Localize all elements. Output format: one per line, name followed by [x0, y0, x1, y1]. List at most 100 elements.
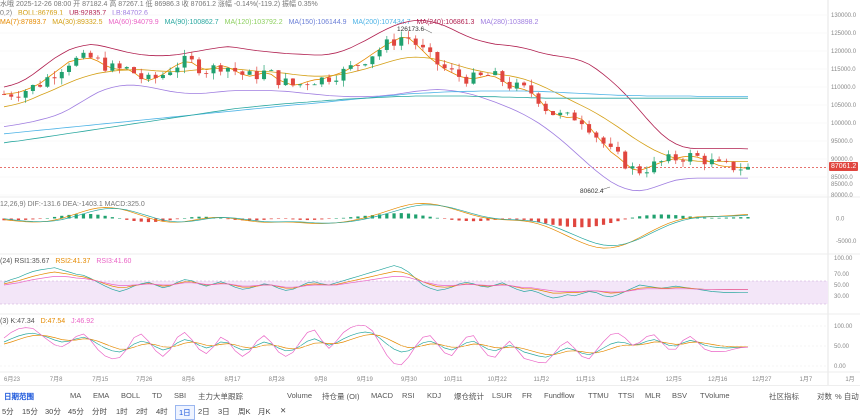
candle-body [189, 55, 194, 60]
macd-bar [96, 214, 100, 219]
x-axis-label: 7月15 [92, 376, 109, 383]
kdj-header: (3) K:47.34 D:47.54 J:46.92 [0, 317, 98, 326]
candle-body [709, 159, 714, 165]
auto-scale-toggle[interactable]: % 自动 [835, 392, 859, 401]
indicator-kdj[interactable]: KDJ [427, 391, 442, 400]
macd-bar [739, 217, 743, 219]
macd-bar [623, 218, 627, 220]
ma-label-4: MA(120):103792.2 [224, 19, 283, 26]
candle-body [514, 82, 519, 89]
macd-bar [457, 218, 461, 221]
tf-week[interactable]: 周K [238, 407, 251, 416]
macd-line-0 [3, 203, 749, 249]
indicator-ema[interactable]: EMA [93, 391, 110, 400]
indicator-oi[interactable]: 持仓量 (OI) [322, 392, 360, 401]
macd-bar [219, 218, 223, 219]
candle-body [139, 73, 144, 80]
indicator-boll[interactable]: BOLL [121, 391, 141, 400]
indicator-fundflow[interactable]: Fundflow [544, 391, 575, 400]
macd-bar [601, 218, 606, 225]
candle-body [680, 160, 685, 162]
macd-bar [240, 218, 244, 221]
indicator-main-order[interactable]: 主力大单跟踪 [198, 392, 243, 401]
macd-bar [652, 214, 656, 219]
price-axis-label: 90000.0 [831, 157, 853, 163]
macd-bar [52, 216, 57, 219]
ma-line-0 [3, 36, 749, 171]
ma-line-5 [3, 95, 748, 144]
candle-body [579, 120, 584, 125]
tf-3d[interactable]: 3日 [218, 407, 230, 416]
macd-bar [486, 218, 490, 221]
indicator-ttmu[interactable]: TTMU [588, 391, 609, 400]
macd-bar [630, 217, 635, 219]
candle-body [442, 64, 447, 69]
macd-bar [681, 215, 685, 219]
tf-2d[interactable]: 2日 [198, 407, 210, 416]
macd-bar [139, 218, 143, 222]
community-indicators-button[interactable]: 社区指标 [769, 392, 799, 401]
candle-body [9, 94, 14, 97]
tf-5m[interactable]: 5分 [2, 407, 14, 416]
tf-45m[interactable]: 45分 [68, 407, 84, 416]
indicator-mlr[interactable]: MLR [645, 391, 661, 400]
tf-15m[interactable]: 15分 [22, 407, 38, 416]
candle-body [449, 68, 454, 70]
macd-bar [327, 218, 331, 219]
ohlc-line: 水哦 2025-12-26 08:00 开 87182.4 高 87267.1 … [0, 1, 318, 8]
tf-4h[interactable]: 4时 [156, 407, 168, 416]
indicator-bsv[interactable]: BSV [672, 391, 688, 400]
macd-bar [609, 218, 613, 223]
tf-1h[interactable]: 1时 [116, 407, 128, 416]
candle-body [652, 161, 657, 173]
macd-bar [558, 218, 562, 226]
tf-30m[interactable]: 30分 [45, 407, 61, 416]
candle-body [124, 67, 129, 69]
ma-line-1 [3, 56, 748, 162]
tf-tick[interactable]: 分时 [92, 407, 107, 416]
ma-label-2: MA(60):94079.9 [108, 19, 159, 26]
macd-bar [60, 215, 64, 219]
tf-month[interactable]: 月K [258, 407, 271, 416]
candle-body [312, 84, 317, 86]
x-axis-label: 11月13 [576, 376, 596, 383]
log-scale-toggle[interactable]: 对数 [817, 392, 832, 401]
candle-body [731, 161, 736, 171]
macd-bar [103, 215, 107, 219]
indicator-lsur[interactable]: LSUR [492, 391, 513, 400]
indicator-ttsi[interactable]: TTSI [618, 391, 635, 400]
x-axis-label: 7月8 [50, 376, 63, 383]
current-price-tag: 87061.2 [829, 162, 859, 171]
macd-bar [269, 218, 273, 220]
indicator-tvolume[interactable]: TVolume [700, 391, 730, 400]
indicator-volume[interactable]: Volume [287, 391, 313, 400]
candle-body [298, 84, 303, 86]
x-axis-label: 8月17 [225, 376, 242, 383]
close-icon[interactable]: ✕ [280, 406, 287, 415]
ma-line-4 [3, 90, 748, 135]
indicator-rsi[interactable]: RSI [402, 391, 415, 400]
candle-body [327, 77, 332, 82]
indicator-liquidation[interactable]: 爆仓统计 [454, 392, 484, 401]
tf-2h[interactable]: 2时 [136, 407, 148, 416]
candle-body [211, 65, 216, 74]
price-chart[interactable]: 130000.0 125000.0 120000.0 115000.0 110000.0… [0, 0, 860, 385]
indicator-macd[interactable]: MACD [371, 391, 394, 400]
candle-body [673, 154, 678, 161]
indicator-ma[interactable]: MA [70, 391, 82, 400]
timeframe-toolbar: 5分 15分 30分 45分 分时 1时 2时 4时 1日 2日 3日 周K 月… [0, 403, 860, 420]
candle-body [615, 146, 620, 152]
date-range-button[interactable]: 日期范围 [4, 392, 34, 401]
indicator-fr[interactable]: FR [522, 391, 532, 400]
macd-bar [24, 218, 28, 220]
candle-body [95, 57, 100, 59]
macd-bar [291, 218, 295, 220]
indicator-td[interactable]: TD [152, 391, 162, 400]
indicator-sbi[interactable]: SBI [174, 391, 187, 400]
x-axis-label: 8月28 [269, 376, 286, 383]
macd-bar [284, 218, 288, 219]
tf-1d[interactable]: 1日 [175, 405, 195, 420]
x-axis-label: 10月11 [444, 376, 464, 383]
macd-bar [276, 218, 281, 219]
rsi-line-2 [3, 276, 748, 293]
